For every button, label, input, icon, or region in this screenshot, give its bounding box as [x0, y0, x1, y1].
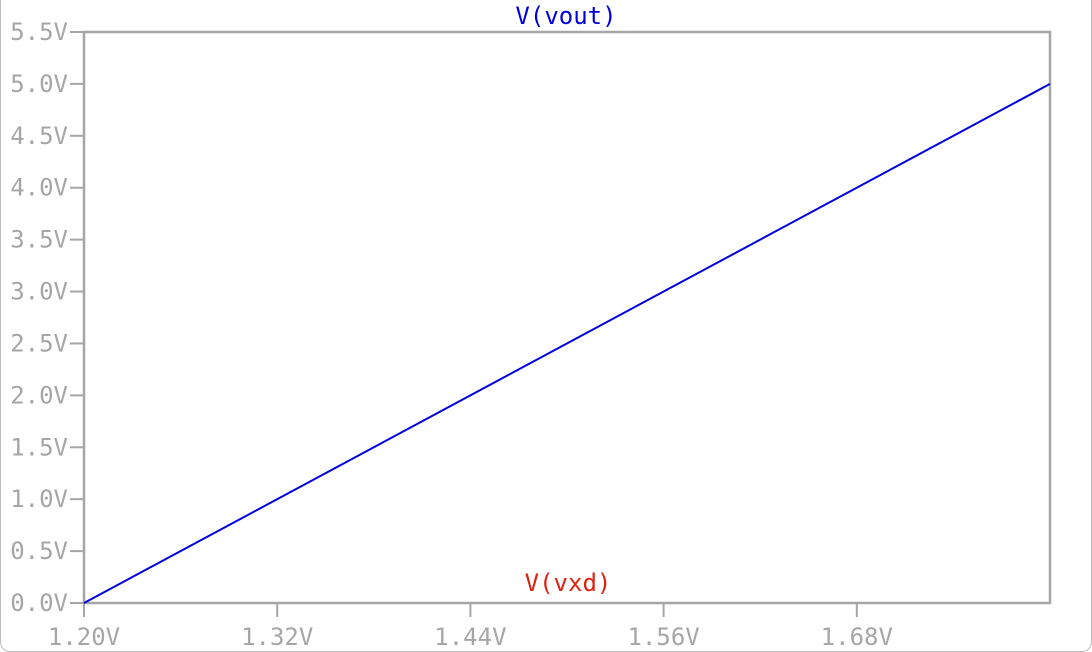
y-tick-label: 4.5V	[10, 122, 68, 150]
y-tick-label: 2.0V	[10, 381, 68, 409]
y-tick-label: 1.0V	[10, 485, 68, 513]
y-tick-label: 3.0V	[10, 278, 68, 306]
x-tick-label: 1.68V	[821, 623, 893, 651]
y-tick-label: 5.0V	[10, 70, 68, 98]
y-tick-label: 0.0V	[10, 589, 68, 617]
x-tick-label: 1.44V	[434, 623, 506, 651]
x-tick-label: 1.32V	[241, 623, 313, 651]
y-tick-label: 5.5V	[10, 18, 68, 46]
y-tick-label: 1.5V	[10, 433, 68, 461]
x-tick-label: 1.56V	[627, 623, 699, 651]
y-tick-label: 3.5V	[10, 226, 68, 254]
x-tick-label: 1.20V	[48, 623, 120, 651]
y-tick-label: 2.5V	[10, 329, 68, 357]
plot-frame	[82, 30, 1052, 605]
x-axis-label: V(vxd)	[525, 569, 612, 597]
y-tick-label: 4.0V	[10, 174, 68, 202]
series-line-vout	[83, 83, 1051, 604]
chart-title: V(vout)	[515, 2, 616, 30]
y-tick-label: 0.5V	[10, 537, 68, 565]
